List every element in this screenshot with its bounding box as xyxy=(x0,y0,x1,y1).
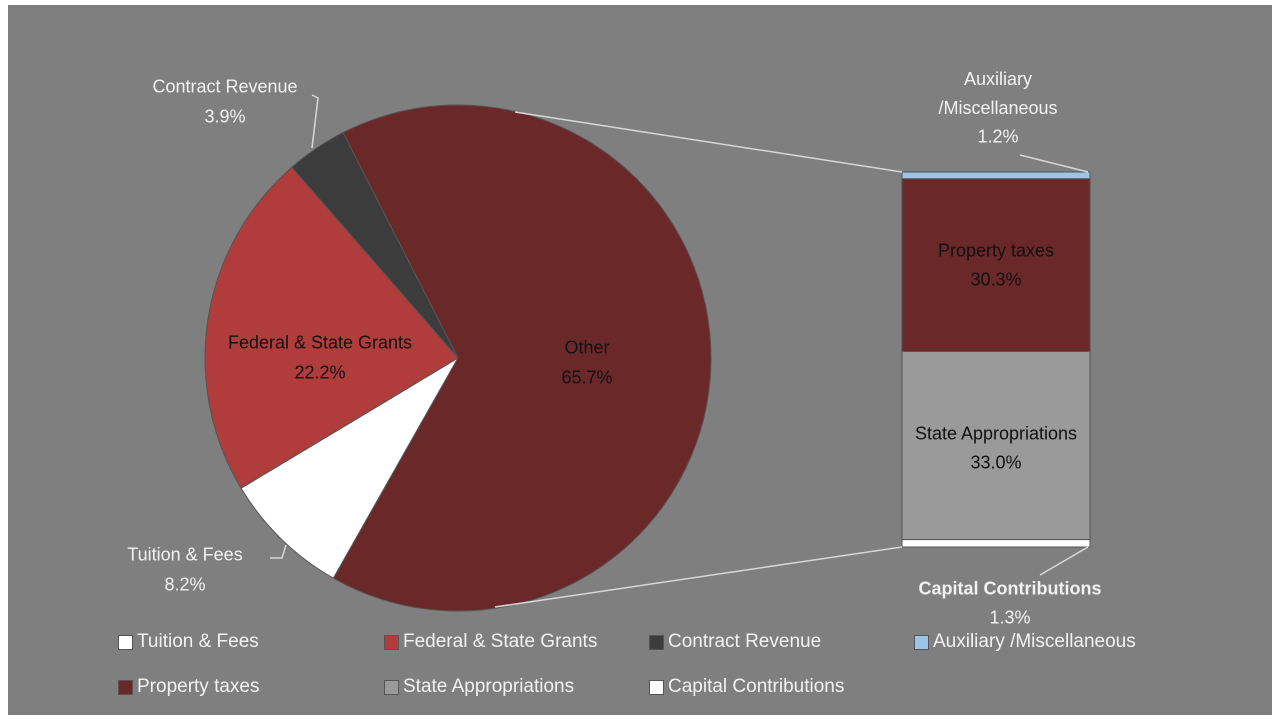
slice-value-label: 22.2% xyxy=(294,362,346,383)
slice-value-label: 8.2% xyxy=(164,574,206,595)
leader-line xyxy=(1039,546,1089,576)
legend-swatch xyxy=(384,679,399,695)
slice-value-label: 3.9% xyxy=(204,106,246,127)
leader-line xyxy=(1019,154,1089,173)
legend-item: State Appropriations xyxy=(384,676,574,698)
slice-label: Federal & State Grants xyxy=(227,332,413,353)
legend-item: Capital Contributions xyxy=(649,676,844,698)
legend-label: Auxiliary /Miscellaneous xyxy=(933,631,1136,652)
bar-label: Capital Contributions xyxy=(918,578,1102,599)
legend-swatch xyxy=(914,634,929,650)
legend-label: Capital Contributions xyxy=(668,676,845,697)
slice-label: Tuition & Fees xyxy=(127,544,243,565)
bar-segment xyxy=(901,178,1091,353)
legend-label: Property taxes xyxy=(137,676,260,697)
pie-slice xyxy=(332,104,712,612)
bar-label: Property taxes xyxy=(937,240,1055,261)
pie-slice xyxy=(204,166,459,489)
leader-line xyxy=(270,544,287,559)
bar-label: Auxiliary /Miscellaneous xyxy=(938,69,1058,118)
legend-swatch xyxy=(118,634,133,650)
connector-line xyxy=(514,111,903,173)
leader-line xyxy=(311,94,319,149)
legend-swatch xyxy=(384,634,399,650)
connector-line xyxy=(494,546,903,608)
connectors xyxy=(270,94,1089,608)
slice-label: Other xyxy=(564,337,610,358)
legend-label: State Appropriations xyxy=(403,676,575,697)
pie-slice xyxy=(240,356,460,579)
bar-value-label: 1.2% xyxy=(977,126,1019,147)
legend-label: Tuition & Fees xyxy=(137,631,259,652)
bar-value-label: 33.0% xyxy=(970,452,1022,472)
legend-label: Contract Revenue xyxy=(668,631,822,652)
legend-item: Auxiliary /Miscellaneous xyxy=(914,631,1136,653)
slice-value-label: 65.7% xyxy=(561,367,613,388)
bar-label: State Appropriations xyxy=(914,423,1078,444)
bar-value-label: 30.3% xyxy=(970,269,1022,289)
slice-label: Contract Revenue xyxy=(152,76,298,97)
legend-swatch xyxy=(649,634,664,650)
legend-item: Federal & State Grants xyxy=(384,631,597,653)
legend-item: Contract Revenue xyxy=(649,631,821,653)
legend-swatch xyxy=(118,679,133,695)
legend-swatch xyxy=(649,679,664,695)
bar-segment xyxy=(901,351,1091,541)
bar-segment xyxy=(901,171,1091,180)
bar-segment xyxy=(901,539,1091,548)
legend-label: Federal & State Grants xyxy=(403,631,598,652)
legend-item: Tuition & Fees xyxy=(118,631,259,653)
legend-item: Property taxes xyxy=(118,676,260,698)
bar-value-label: 1.3% xyxy=(989,607,1031,627)
